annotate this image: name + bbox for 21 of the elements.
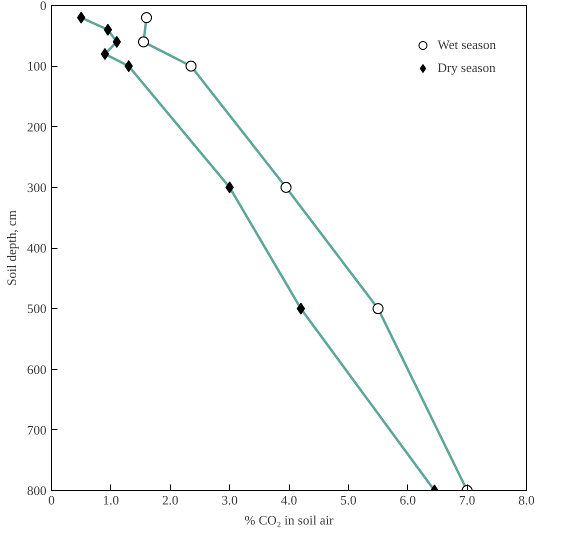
y-tick-label: 400 (27, 240, 46, 256)
y-tick-label: 500 (27, 301, 46, 316)
legend-label: Dry season (437, 60, 496, 76)
x-tick-label: 3.0 (222, 492, 238, 508)
x-tick-label: 6.0 (400, 492, 416, 508)
legend-label: Wet season (437, 37, 496, 53)
y-tick-label: 600 (27, 362, 46, 377)
y-tick-label: 200 (27, 119, 46, 134)
x-tick-label: 5.0 (340, 492, 356, 508)
y-tick-label: 700 (27, 422, 46, 438)
x-tick-label: 2.0 (162, 492, 178, 508)
x-tick-label: 1.0 (102, 492, 119, 508)
y-tick-label: 800 (27, 483, 46, 498)
y-tick-label: 0 (40, 0, 46, 13)
y-tick-label: 100 (27, 58, 46, 74)
x-tick-label: 8.0 (518, 492, 535, 508)
x-tick-label: 4.0 (280, 492, 298, 508)
x-axis-title: % CO₂ in soil air (244, 512, 334, 528)
x-tick-label: 7.0 (459, 492, 476, 508)
y-tick-label: 300 (27, 180, 46, 195)
y-axis-title: Soil depth, cm (4, 210, 19, 286)
